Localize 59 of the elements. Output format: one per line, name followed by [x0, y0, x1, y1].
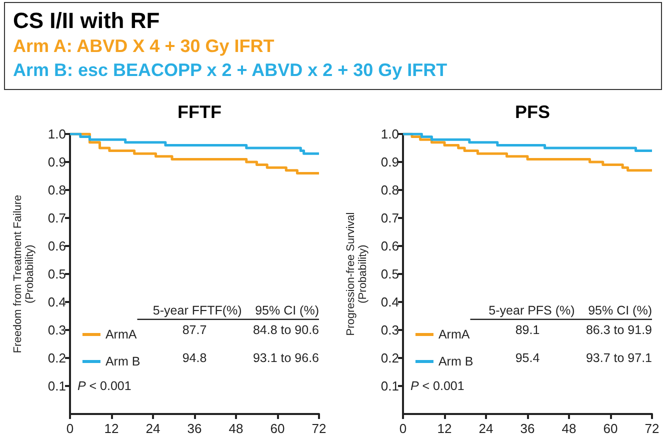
- legend-label: Arm B: [438, 354, 474, 368]
- y-tick-label: 0.8: [48, 182, 66, 198]
- y-axis-title: Progression-free Survival (Probability): [345, 212, 369, 336]
- text: Arm B: esc BEACOPP x 2 + ABVD x 2 + 30 Gy IFRT: [13, 59, 448, 82]
- annotation: 5-year FFTF(%): [152, 303, 242, 318]
- x-tick-label: 60: [270, 421, 285, 436]
- legend-label: Arm B: [105, 354, 140, 368]
- x-tick-label: 72: [312, 421, 326, 436]
- chart-title: FFTF: [178, 102, 222, 122]
- x-tick-label: 36: [187, 421, 202, 436]
- annotation: 93.7 to 97.1: [586, 351, 652, 365]
- legend-label: ArmA: [438, 328, 470, 342]
- x-tick-label: 48: [228, 421, 244, 436]
- x-tick-label: 24: [146, 421, 160, 436]
- x-tick-label: 48: [562, 421, 576, 436]
- annotation: 95% CI (%): [588, 303, 652, 318]
- y-tick-label: 0.7: [48, 210, 66, 226]
- y-tick-label: 1.0: [48, 126, 66, 142]
- text: Arm A: ABVD X 4 + 30 Gy IFRT: [13, 35, 276, 58]
- annotation: 84.8 to 90.6: [252, 323, 320, 337]
- y-tick-label: 0.1: [48, 378, 66, 394]
- annotation: 95% CI (%): [255, 303, 319, 318]
- y-tick-label: 0.9: [48, 154, 66, 170]
- y-tick-label: 0.5: [48, 266, 66, 282]
- x-tick-label: 24: [478, 421, 494, 436]
- y-tick-label: 0.4: [380, 294, 399, 310]
- y-tick-label: 0.6: [48, 238, 66, 254]
- y-tick-label: 0.7: [380, 210, 399, 226]
- annotation: 86.3 to 91.9: [586, 323, 652, 337]
- y-tick-label: 0.2: [48, 350, 66, 366]
- x-tick-label: 36: [520, 421, 535, 436]
- annotation: 89.1: [515, 323, 540, 337]
- annotation: P < 0.001: [410, 379, 464, 393]
- y-tick-label: 0.2: [380, 350, 399, 366]
- text: CS I/II with RF: [13, 7, 161, 34]
- y-tick-label: 1.0: [380, 126, 399, 142]
- x-tick-label: 12: [437, 421, 452, 436]
- y-tick-label: 0.6: [380, 238, 399, 254]
- y-tick-label: 0.3: [48, 322, 66, 338]
- annotation: P < 0.001: [77, 379, 132, 393]
- y-tick-label: 0.1: [380, 378, 399, 394]
- y-tick-label: 0.4: [48, 294, 66, 310]
- chart-title: PFS: [514, 102, 550, 122]
- annotation: 87.7: [182, 323, 207, 337]
- annotation: 5-year PFS (%): [488, 303, 575, 318]
- y-tick-label: 0.8: [380, 182, 399, 198]
- x-tick-label: 72: [644, 421, 660, 436]
- annotation: 95.4: [515, 351, 540, 365]
- x-tick-label: 60: [603, 421, 618, 436]
- y-axis-title: Freedom from Treatment Failure (Probability): [12, 194, 36, 354]
- x-tick-label: 12: [104, 421, 119, 436]
- y-tick-label: 0.5: [380, 266, 399, 282]
- y-tick-label: 0.3: [380, 322, 399, 338]
- x-tick-label: 0: [66, 421, 74, 436]
- x-tick-label: 0: [399, 421, 407, 436]
- y-tick-label: 0.9: [380, 154, 399, 170]
- annotation: 94.8: [182, 351, 207, 365]
- legend-label: ArmA: [105, 328, 138, 342]
- annotation: 93.1 to 96.6: [252, 351, 320, 365]
